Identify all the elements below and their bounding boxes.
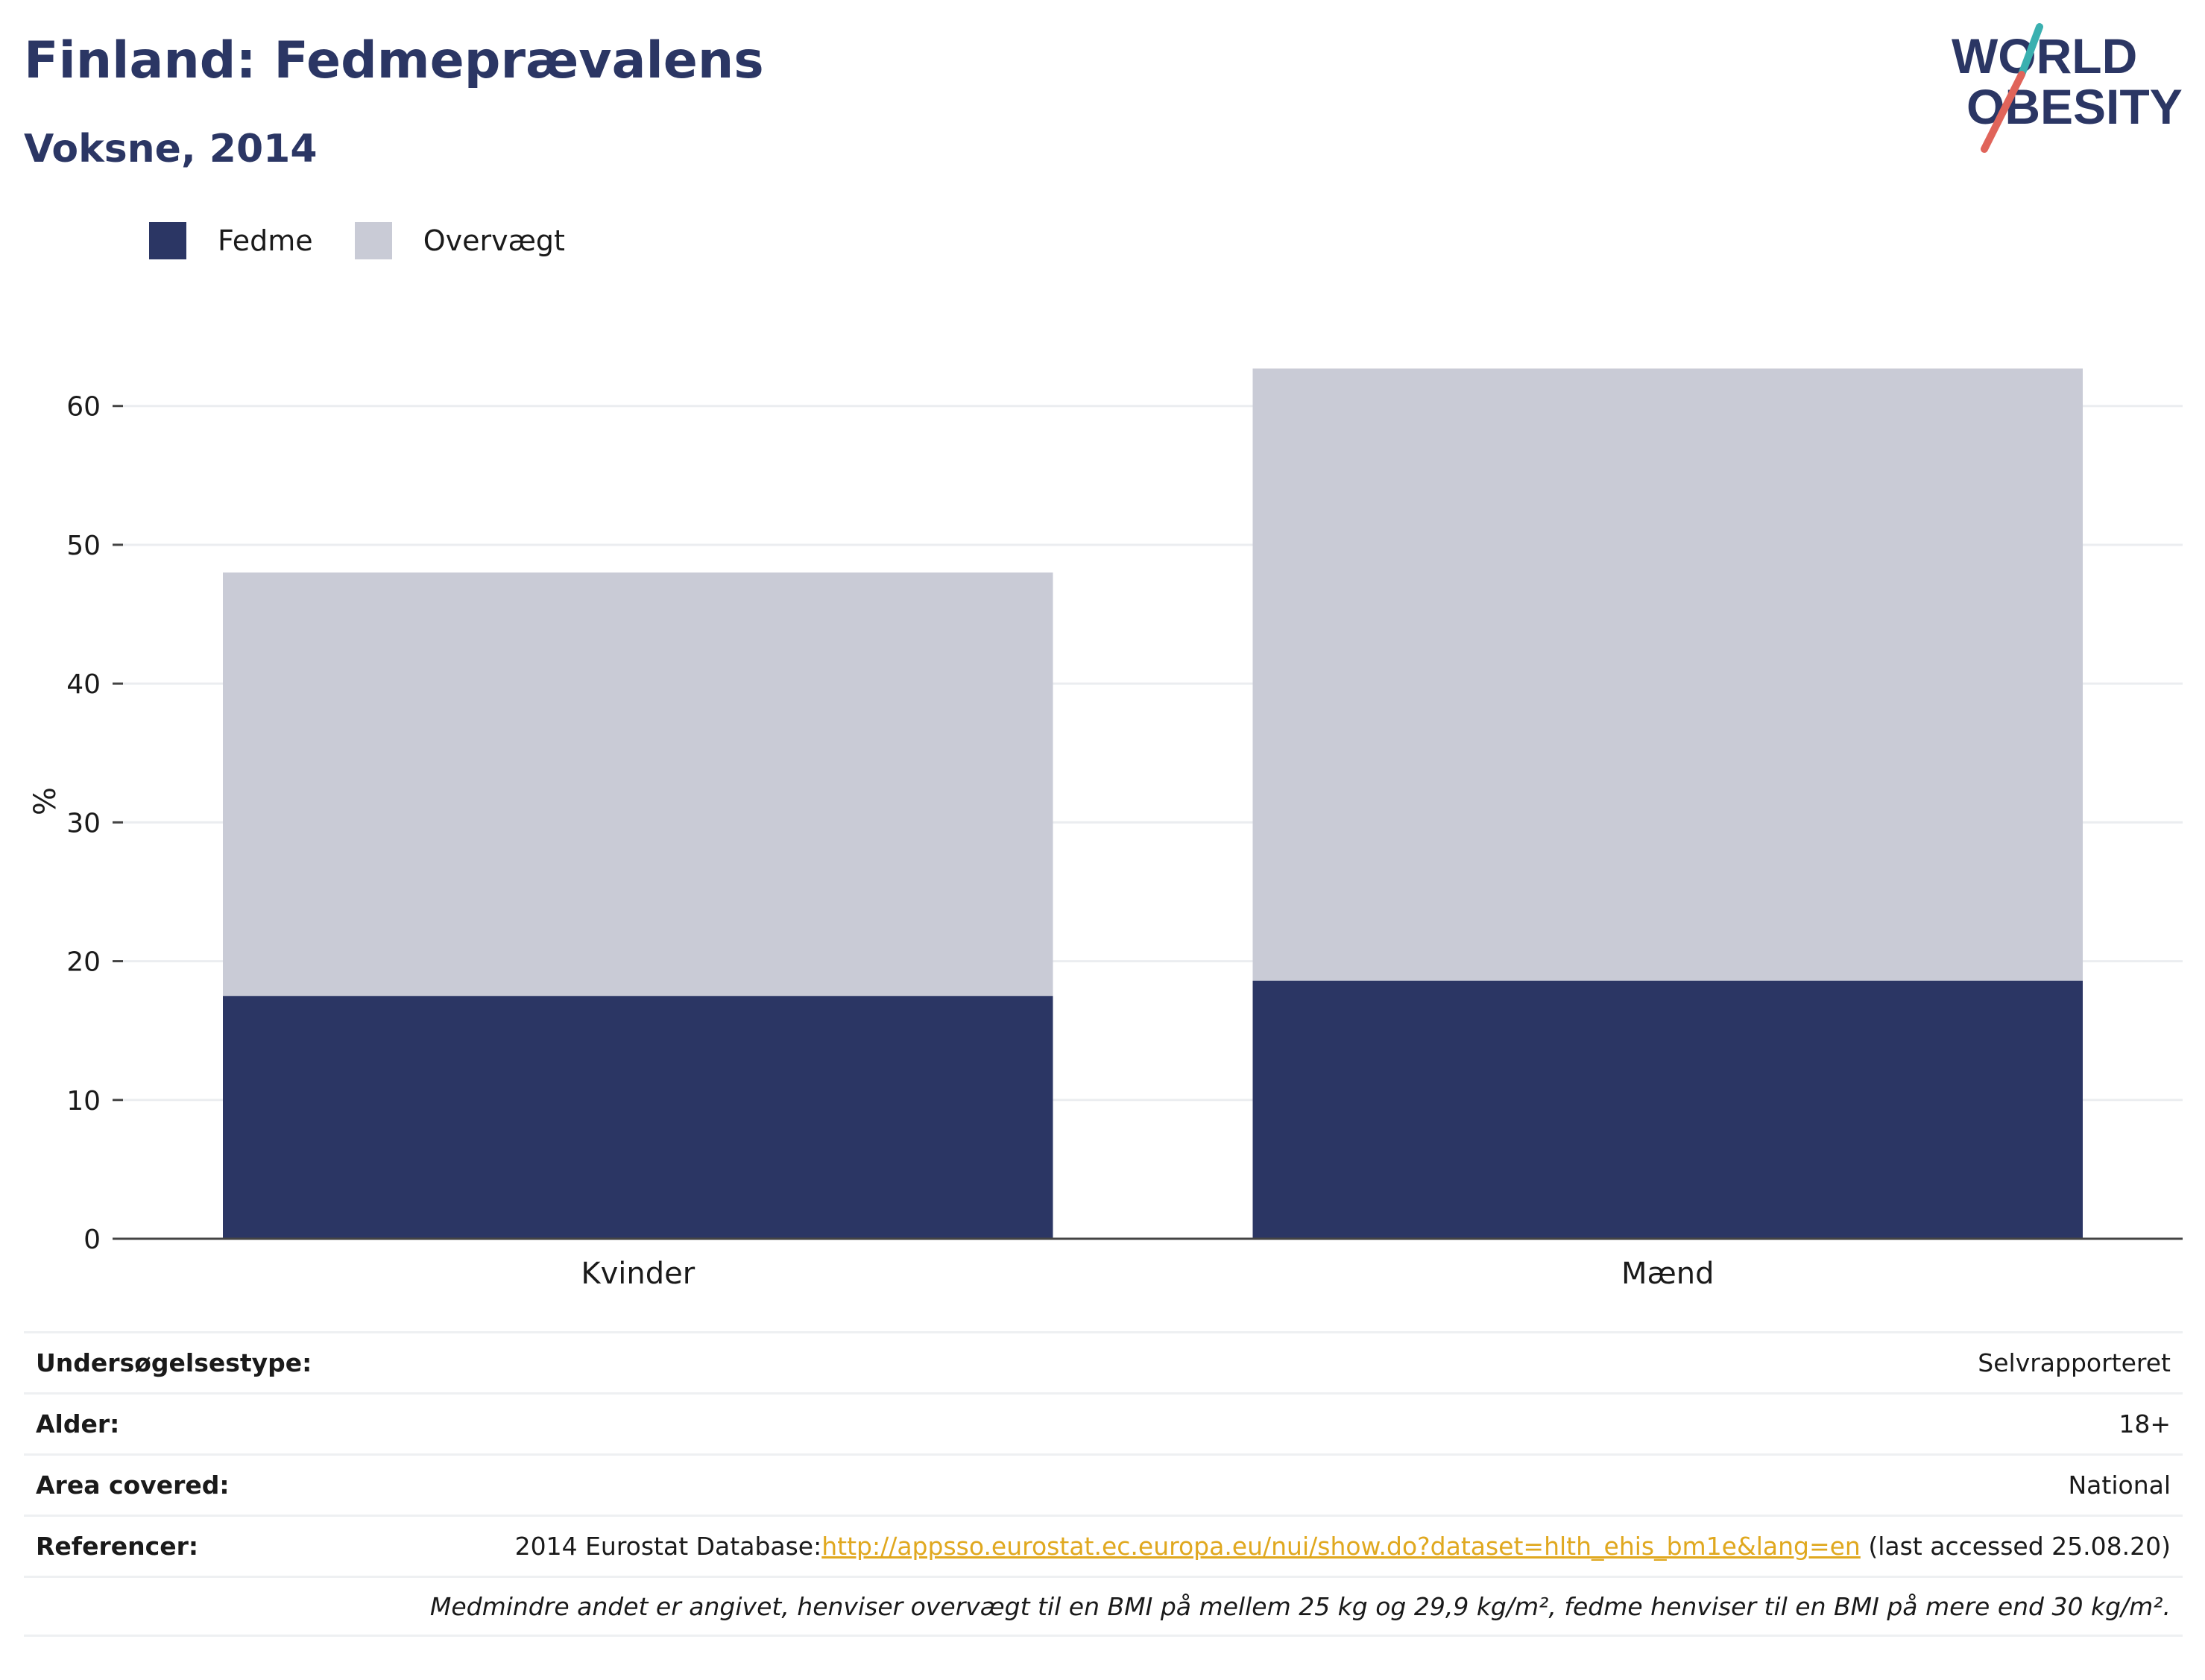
metadata-table: Undersøgelsestype: Selvrapporteret Alder… xyxy=(24,1331,2183,1637)
logo-slash-teal xyxy=(2018,23,2043,78)
meta-value: Selvrapporteret xyxy=(1978,1348,2171,1377)
reference-suffix: (last accessed 25.08.20) xyxy=(1860,1532,2171,1561)
chart-legend: Fedme Overvægt xyxy=(149,222,607,259)
meta-row-note: Medmindre andet er angivet, henviser ove… xyxy=(24,1576,2183,1637)
logo-slash-red xyxy=(1981,71,2025,153)
legend-swatch-fedme xyxy=(149,222,186,259)
meta-row-area: Area covered: National xyxy=(24,1453,2183,1515)
legend-item-overvaegt[interactable]: Overvægt xyxy=(354,222,565,259)
legend-label-overvaegt: Overvægt xyxy=(423,224,565,257)
legend-item-fedme[interactable]: Fedme xyxy=(149,222,313,259)
meta-key: Area covered: xyxy=(36,1471,230,1500)
x-tick-label: Mænd xyxy=(1621,1257,1715,1291)
y-tick-label: 10 xyxy=(66,1086,101,1117)
legend-swatch-overvaegt xyxy=(354,222,392,259)
reference-prefix: 2014 Eurostat Database: xyxy=(514,1532,822,1561)
meta-key: Alder: xyxy=(36,1409,120,1439)
y-tick-label: 30 xyxy=(66,808,101,839)
bar-overvgt-kvinder[interactable] xyxy=(223,572,1053,997)
y-tick-label: 40 xyxy=(66,669,101,700)
meta-value: National xyxy=(2068,1471,2171,1500)
meta-key: Undersøgelsestype: xyxy=(36,1348,312,1377)
x-tick-label: Kvinder xyxy=(581,1257,695,1291)
bar-overvgt-mnd[interactable] xyxy=(1252,368,2083,981)
y-tick-label: 20 xyxy=(66,947,101,978)
meta-row-survey-type: Undersøgelsestype: Selvrapporteret xyxy=(24,1331,2183,1392)
reference-link[interactable]: http://appsso.eurostat.ec.europa.eu/nui/… xyxy=(821,1532,1861,1561)
page-subtitle: Voksne, 2014 xyxy=(24,127,318,171)
y-axis-label: % xyxy=(28,787,63,815)
meta-value: 18+ xyxy=(2119,1409,2171,1439)
meta-row-references: Referencer: 2014 Eurostat Database:http:… xyxy=(24,1515,2183,1576)
bar-fedme-kvinder[interactable] xyxy=(223,996,1053,1239)
meta-row-age: Alder: 18+ xyxy=(24,1392,2183,1453)
meta-key: Referencer: xyxy=(36,1532,199,1561)
reference-value: 2014 Eurostat Database:http://appsso.eur… xyxy=(515,1532,2171,1561)
page-title: Finland: Fedmeprævalens xyxy=(24,31,764,90)
y-tick-label: 60 xyxy=(66,392,101,423)
definition-note: Medmindre andet er angivet, henviser ove… xyxy=(429,1591,2171,1621)
bar-fedme-mnd[interactable] xyxy=(1252,980,2083,1239)
stacked-bar-chart: 0 10 20 30 40 50 60% Kvinder Mænd xyxy=(28,368,2183,1291)
legend-label-fedme: Fedme xyxy=(218,224,313,257)
world-obesity-logo: WORLD OBESITY xyxy=(1952,23,2183,153)
y-tick-label: 0 xyxy=(83,1225,101,1255)
logo-line-1: WORLD xyxy=(1952,28,2137,83)
y-tick-label: 50 xyxy=(66,531,101,561)
